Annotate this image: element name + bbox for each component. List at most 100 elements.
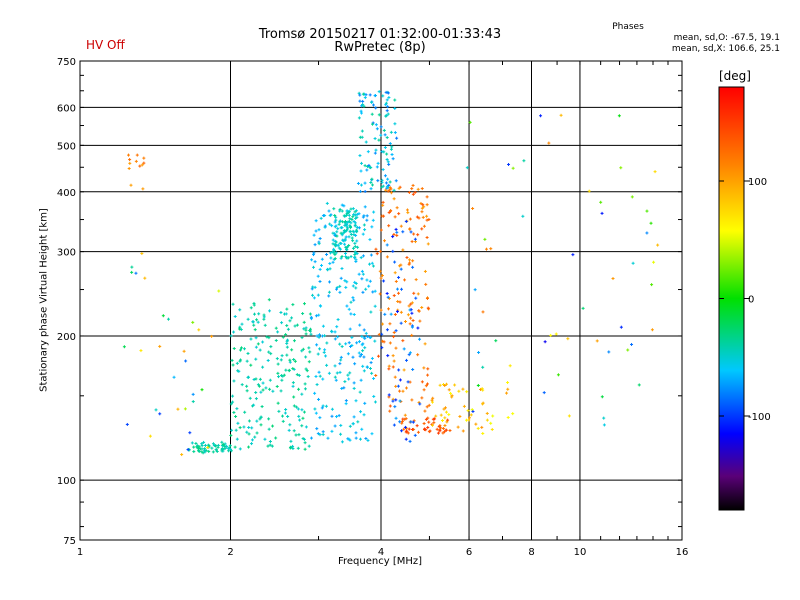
data-point [280, 378, 284, 382]
data-point [229, 447, 233, 451]
data-point [143, 276, 147, 280]
data-point [326, 268, 330, 272]
data-point [411, 420, 415, 424]
data-point [256, 342, 260, 346]
data-point [390, 153, 394, 157]
data-point [361, 364, 365, 368]
data-point [465, 390, 469, 394]
data-point [318, 416, 322, 420]
data-point [419, 201, 423, 205]
data-point [377, 90, 381, 94]
data-point [348, 371, 352, 375]
data-point [349, 226, 353, 230]
data-point [411, 265, 415, 269]
data-point [312, 251, 316, 255]
data-point [511, 412, 515, 416]
data-point [232, 330, 236, 334]
data-point [406, 211, 410, 215]
data-point [403, 278, 407, 282]
data-point [316, 293, 320, 297]
grid-lines [80, 61, 682, 540]
data-point [359, 169, 363, 173]
data-point [254, 345, 258, 349]
data-point [396, 299, 400, 303]
data-point [382, 150, 386, 154]
data-point [630, 195, 634, 199]
data-point [393, 98, 397, 102]
data-point [253, 435, 257, 439]
data-point [307, 444, 311, 448]
data-point [416, 326, 420, 330]
data-point [489, 247, 493, 251]
data-point [490, 427, 494, 431]
data-point [323, 334, 327, 338]
data-point [413, 237, 417, 241]
data-point [308, 312, 312, 316]
data-point [361, 92, 365, 96]
data-point [315, 334, 319, 338]
data-point [200, 447, 204, 451]
data-point [449, 391, 453, 395]
data-point [371, 290, 375, 294]
data-point [353, 245, 357, 249]
data-point [184, 359, 188, 363]
data-point [328, 280, 332, 284]
chart-title: Tromsø 20150217 01:32:00-01:33:43 [258, 27, 502, 42]
data-point [335, 234, 339, 238]
data-point [382, 214, 386, 218]
data-point [281, 335, 285, 339]
data-point [265, 335, 269, 339]
data-point [381, 322, 385, 326]
data-point [611, 277, 615, 281]
data-point [267, 427, 271, 431]
y-tick-label: 100 [57, 476, 76, 487]
data-point [337, 222, 341, 226]
data-point [401, 248, 405, 252]
data-point [261, 365, 265, 369]
data-point [489, 421, 493, 425]
phases-o-line: mean, sd,O: -67.5, 19.1 [673, 33, 780, 43]
data-point [353, 280, 357, 284]
data-point [371, 264, 375, 268]
data-point [425, 203, 429, 207]
data-point [343, 380, 347, 384]
data-point [404, 219, 408, 223]
data-point [364, 93, 368, 97]
data-point [257, 384, 261, 388]
data-point [345, 212, 349, 216]
data-point [127, 167, 131, 171]
data-point [403, 417, 407, 421]
data-point [202, 440, 206, 444]
data-point [348, 224, 352, 228]
data-point [354, 286, 358, 290]
data-point [400, 421, 404, 425]
data-point [360, 269, 364, 273]
data-point [400, 429, 404, 433]
data-point [288, 319, 292, 323]
data-point [295, 373, 299, 377]
data-point [290, 348, 294, 352]
data-point [427, 420, 431, 424]
data-point [295, 323, 299, 327]
data-point [372, 210, 376, 214]
x-tick-label: 8 [528, 547, 534, 558]
data-point [325, 253, 329, 257]
data-point [567, 414, 571, 418]
data-point [324, 354, 328, 358]
data-point [338, 342, 342, 346]
data-point [197, 449, 201, 453]
data-point [334, 218, 338, 222]
data-point [308, 350, 312, 354]
x-tick-label: 1 [77, 547, 83, 558]
data-point [358, 154, 362, 158]
data-point [418, 337, 422, 341]
data-points [122, 90, 660, 457]
data-point [619, 166, 623, 170]
data-point [339, 256, 343, 260]
data-point [394, 279, 398, 283]
data-point [135, 153, 139, 157]
data-point [366, 438, 370, 442]
data-point [473, 288, 477, 292]
data-point [358, 99, 362, 103]
x-axis-label: Frequency [MHz] [337, 556, 423, 567]
